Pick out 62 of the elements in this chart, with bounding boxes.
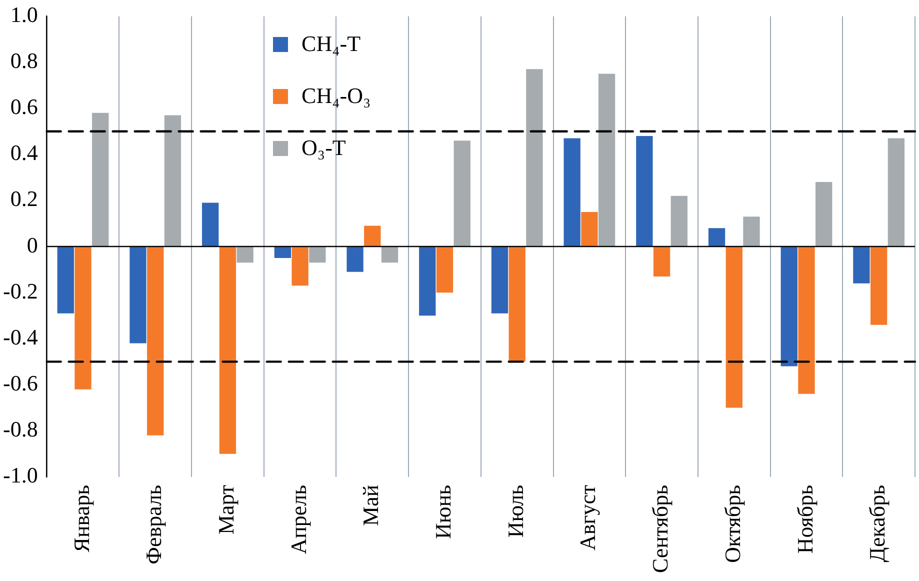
bar	[526, 69, 543, 247]
bar	[491, 246, 508, 314]
y-tick-label: -0.8	[3, 416, 38, 442]
legend-label: CH₄-T	[302, 31, 361, 58]
bar	[508, 246, 526, 362]
bar	[381, 246, 398, 263]
bar	[708, 228, 726, 247]
bar	[670, 196, 688, 247]
x-tick-label: Декабрь	[864, 484, 890, 562]
x-tick-label: Апрель	[286, 484, 311, 554]
bar	[870, 246, 888, 325]
y-tick-label: -0.2	[3, 278, 38, 304]
bar	[798, 246, 815, 394]
y-tick-label: 1.0	[10, 2, 38, 27]
x-tick-label: Февраль	[141, 484, 166, 564]
bar	[436, 246, 454, 293]
bar	[309, 246, 326, 263]
x-tick-label: Июль	[502, 484, 528, 538]
legend-label: CH₄-O₃	[302, 83, 371, 110]
bar	[202, 202, 219, 247]
x-tick-label: Октябрь	[720, 484, 745, 563]
bar	[888, 138, 905, 247]
x-tick-label: Ноябрь	[792, 484, 818, 554]
bar	[164, 115, 182, 247]
bar	[57, 246, 74, 314]
bar	[346, 246, 364, 272]
bar	[853, 246, 870, 284]
y-tick-label: 0.2	[10, 186, 38, 212]
bar	[726, 246, 742, 408]
bar	[598, 74, 616, 247]
bar	[92, 112, 109, 247]
x-tick-label: Август	[575, 484, 600, 551]
bar	[653, 246, 670, 276]
x-tick-label: Сентябрь	[648, 484, 673, 574]
bar	[364, 226, 381, 247]
y-tick-label: -0.4	[3, 324, 38, 350]
bar	[454, 140, 470, 247]
x-tick-label: Июнь	[430, 484, 456, 539]
bar	[816, 182, 832, 247]
x-tick-label: Январь	[68, 484, 94, 552]
x-tick-label: Май	[358, 484, 384, 526]
bar	[743, 216, 760, 247]
bar	[581, 212, 598, 247]
bar	[780, 246, 798, 366]
bar	[219, 246, 236, 454]
bar	[564, 138, 580, 247]
legend-label: O₃-T	[302, 135, 346, 162]
y-tick-label: -1.0	[3, 462, 38, 488]
bar	[419, 246, 436, 316]
bar	[74, 246, 92, 390]
bar	[130, 246, 146, 344]
bar	[147, 246, 164, 436]
y-tick-label: 0.6	[10, 94, 38, 120]
y-tick-label: -0.6	[3, 370, 38, 396]
x-tick-label: Март	[213, 484, 238, 535]
y-tick-label: 0	[26, 232, 38, 258]
bar	[636, 136, 653, 247]
y-tick-label: 0.8	[10, 48, 38, 74]
bar	[236, 246, 254, 263]
bar	[292, 246, 308, 286]
y-tick-label: 0.4	[10, 140, 38, 166]
bar	[274, 246, 292, 258]
